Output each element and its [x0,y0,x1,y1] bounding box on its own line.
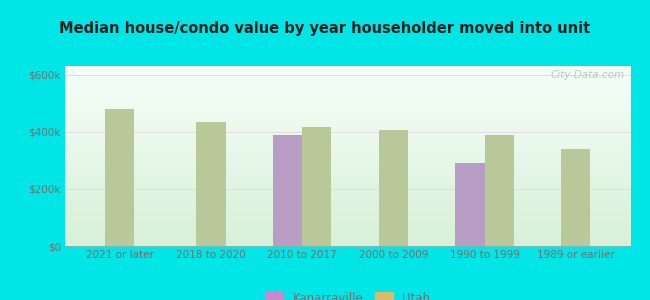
Text: Median house/condo value by year householder moved into unit: Median house/condo value by year househo… [59,21,591,36]
Bar [196,122,226,246]
Legend: Kanarraville, Utah: Kanarraville, Utah [265,292,430,300]
Text: City-Data.com: City-Data.com [551,70,625,80]
Bar [302,128,332,246]
Bar [105,109,135,246]
Bar [456,163,484,246]
Bar [273,135,302,246]
Bar [484,135,514,246]
Bar [561,149,590,246]
Bar [379,130,408,246]
